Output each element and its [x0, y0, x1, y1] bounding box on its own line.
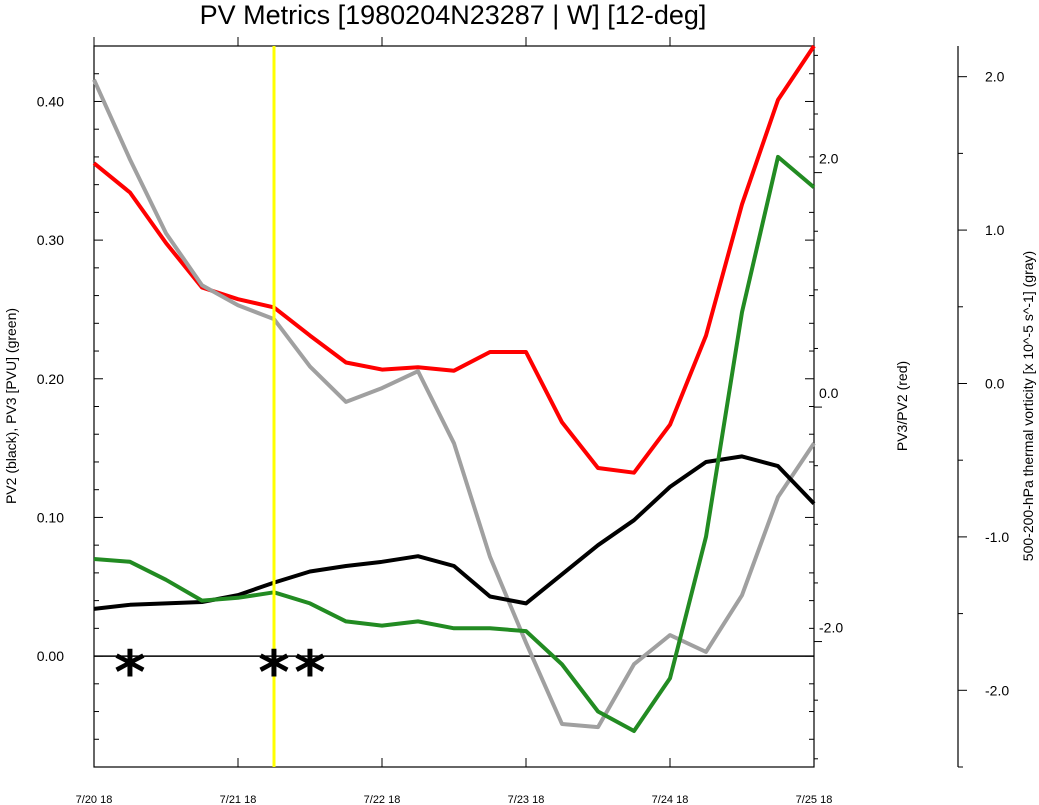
- right-tick-label: -2.0: [985, 682, 1009, 698]
- x-tick-label: 7/25 18: [796, 794, 833, 805]
- middle-tick-label: 0.0: [819, 385, 839, 401]
- x-tick-label: 7/21 18: [220, 794, 257, 805]
- right-axis: -2.0 -1.0 0.0 1.0 2.0: [957, 46, 1009, 768]
- left-tick-label: 0.40: [37, 93, 64, 109]
- chart-title: PV Metrics [1980204N23287 | W] [12-deg]: [200, 0, 707, 30]
- plot-area: * * *: [92, 44, 816, 767]
- x-tick-label: 7/20 18: [76, 794, 113, 805]
- left-tick-label: 0.00: [37, 648, 64, 664]
- middle-axis: -2.0 0.0 2.0: [814, 54, 843, 760]
- left-tick-label: 0.30: [37, 232, 64, 248]
- left-tick-label: 0.20: [37, 371, 64, 387]
- right-tick-label: 1.0: [985, 222, 1005, 238]
- middle-tick-label: 2.0: [819, 151, 839, 167]
- thermal-vorticity-gray-line: [92, 78, 816, 730]
- x-tick-label: 7/22 18: [364, 794, 401, 805]
- right-tick-label: -1.0: [985, 529, 1009, 545]
- pv3-green-line: [93, 154, 816, 733]
- middle-tick-label: -2.0: [819, 620, 843, 636]
- right-tick-label: 0.0: [985, 375, 1005, 391]
- left-axis: 0.00 0.10 0.20 0.30 0.40: [37, 73, 814, 740]
- right-tick-label: 2.0: [985, 69, 1005, 85]
- star-marker: *: [294, 638, 325, 708]
- pv-ratio-red-line: [92, 44, 816, 475]
- right-axis-label: 500-200-hPa thermal vorticity [x 10^-5 s…: [1020, 251, 1036, 561]
- middle-axis-label: PV3/PV2 (red): [894, 361, 910, 451]
- x-axis: 7/20 18 7/21 18 7/22 18 7/23 18 7/24 18 7/25 …: [76, 37, 833, 805]
- plot-frame: [93, 45, 815, 768]
- star-marker: *: [114, 638, 145, 708]
- x-tick-label: 7/23 18: [508, 794, 545, 805]
- star-marker: *: [258, 638, 289, 708]
- left-tick-label: 0.10: [37, 509, 64, 525]
- left-axis-label: PV2 (black), PV3 [PVU] (green): [3, 308, 19, 504]
- x-tick-label: 7/24 18: [652, 794, 689, 805]
